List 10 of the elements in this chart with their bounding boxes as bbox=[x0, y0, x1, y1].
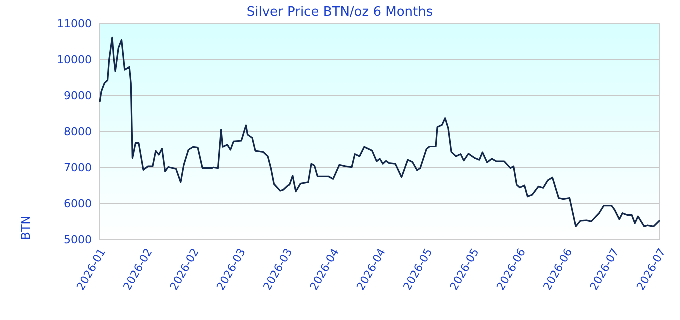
y-tick-label: 6000 bbox=[64, 198, 92, 211]
line-series bbox=[99, 36, 661, 228]
y-tick-label: 7000 bbox=[64, 162, 92, 175]
y-tick-label: 8000 bbox=[64, 126, 92, 139]
y-tick-label: 5000 bbox=[64, 234, 92, 247]
y-tick-label: 11000 bbox=[57, 18, 92, 31]
chart-title: Silver Price BTN/oz 6 Months bbox=[246, 5, 434, 20]
y-tick-label: 10000 bbox=[57, 54, 92, 67]
y-axis-title: BTN bbox=[19, 216, 33, 240]
y-tick-label: 9000 bbox=[64, 90, 92, 103]
